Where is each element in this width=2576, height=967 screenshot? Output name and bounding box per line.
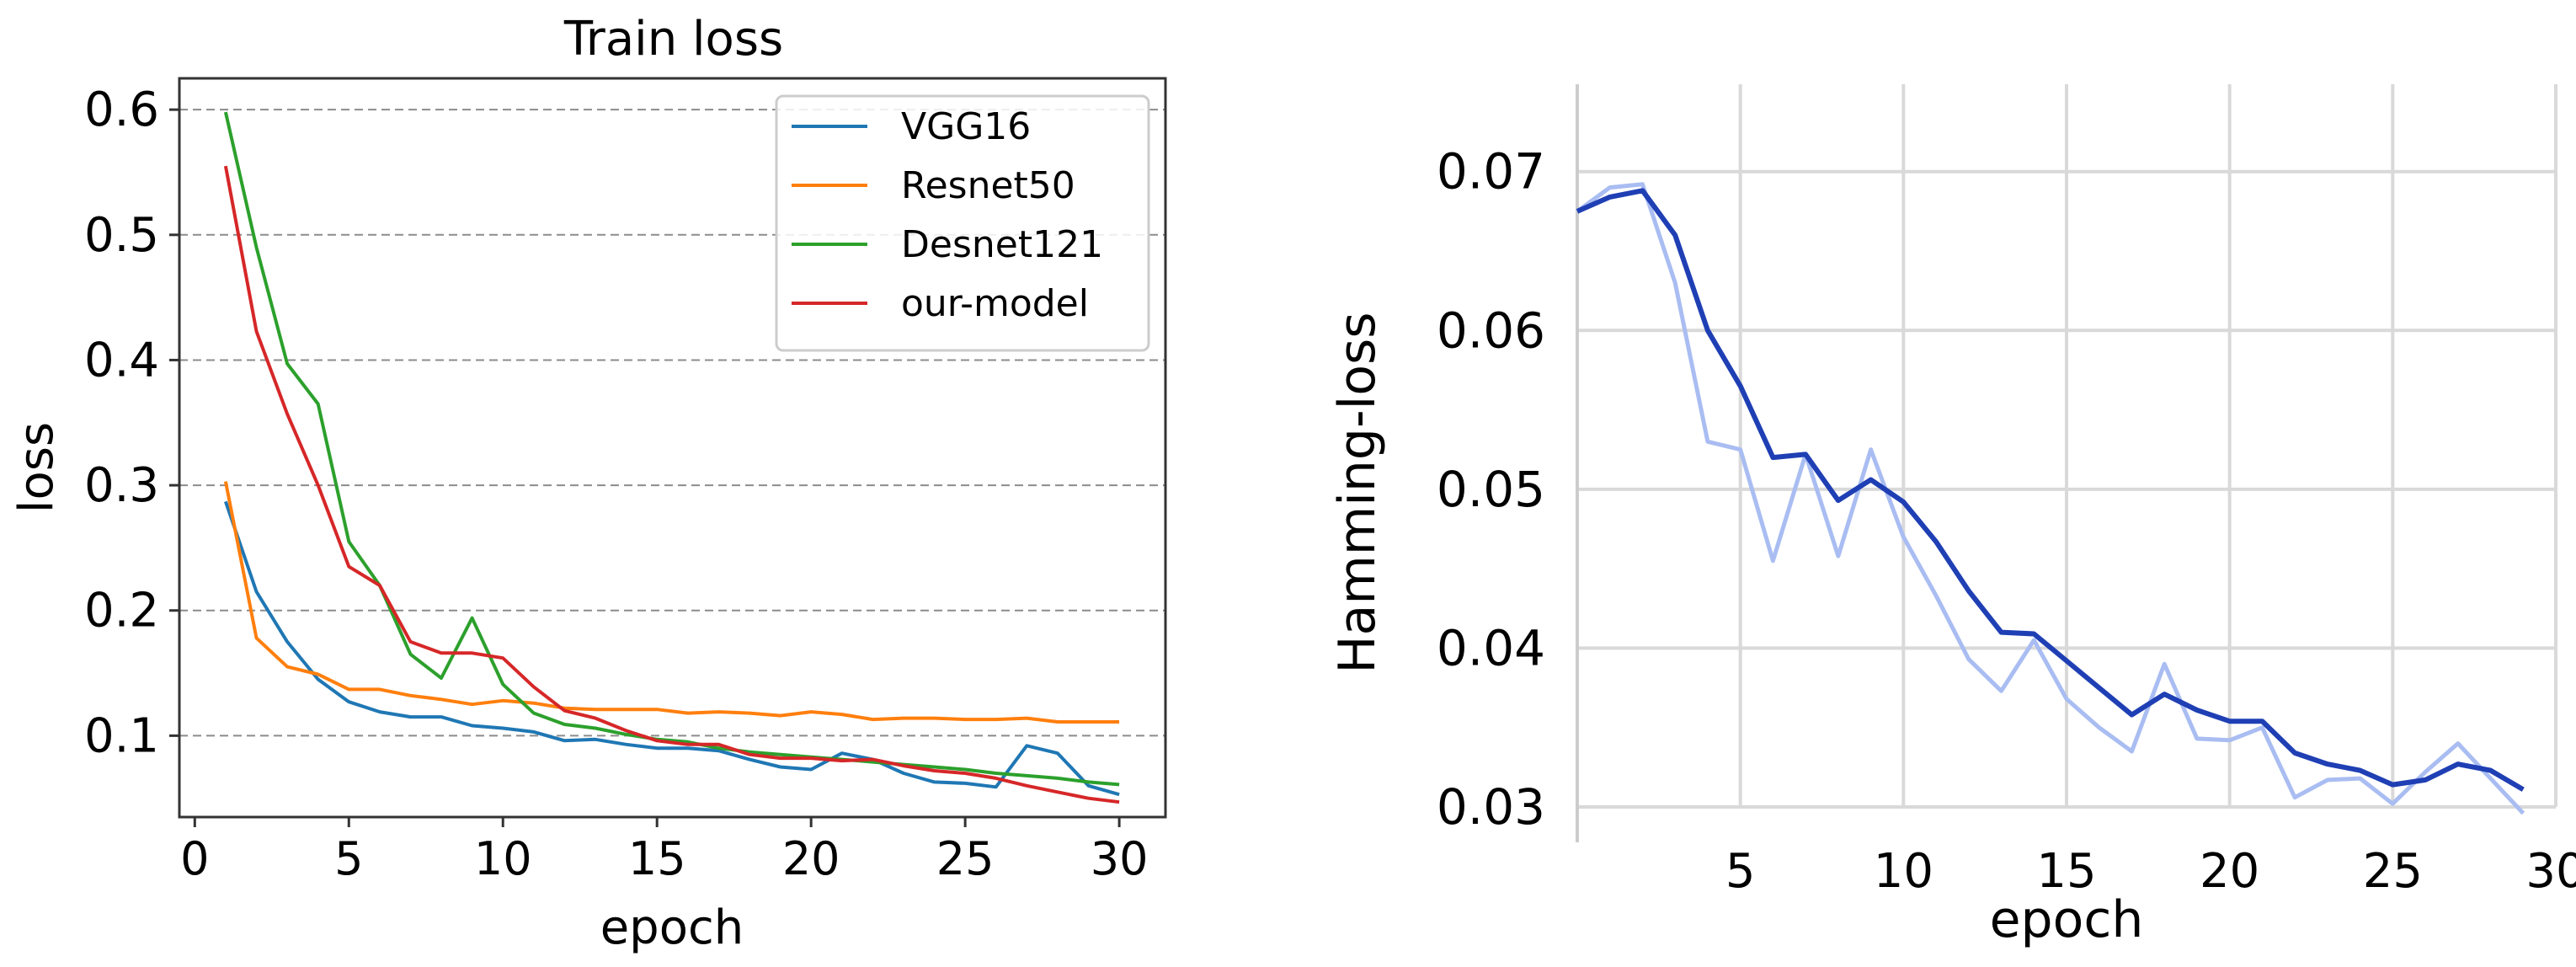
legend-label-desnet121: Desnet121 — [901, 223, 1103, 266]
x-tick-label-0: 0 — [180, 832, 209, 885]
y-tick-label-1: 0.2 — [84, 584, 159, 638]
train-loss-x-ticks: 0 5 10 15 20 25 30 — [180, 817, 1148, 885]
train-loss-series — [223, 111, 1120, 804]
y-tick-label-4: 0.5 — [84, 208, 159, 263]
train-loss-y-ticks: 0.1 0.2 0.3 0.4 0.5 0.6 — [84, 83, 179, 763]
hamming-loss-x-label: epoch — [1990, 890, 2144, 949]
train-loss-grid — [179, 109, 1165, 737]
hamming-loss-y-label: Hamming-loss — [1328, 312, 1387, 673]
x-tick-label-4: 25 — [2363, 844, 2423, 899]
y-tick-label-3: 0.06 — [1437, 302, 1545, 359]
y-tick-label-2: 0.3 — [84, 458, 159, 513]
series-line-raw — [1576, 182, 2525, 815]
legend-label-vgg16: VGG16 — [901, 105, 1031, 148]
train-loss-legend: VGG16 Resnet50 Desnet121 our-model — [775, 94, 1150, 352]
hamming-loss-chart: 5 10 15 20 25 30 0.03 0.04 0.05 0.06 0.07 epoch H… — [1328, 84, 2576, 949]
legend-label-our-model: our-model — [901, 282, 1089, 325]
x-tick-label-2: 15 — [2036, 844, 2096, 899]
y-tick-label-3: 0.4 — [84, 333, 159, 387]
x-tick-label-2: 10 — [474, 832, 532, 885]
y-tick-label-5: 0.6 — [84, 83, 159, 137]
x-tick-label-1: 5 — [334, 832, 363, 885]
train-loss-chart: 0 5 10 15 20 25 30 0.1 0.2 0.3 0.4 0.5 0.6 Train lo… — [9, 12, 1167, 955]
y-tick-label-0: 0.1 — [84, 708, 159, 763]
hamming-loss-x-ticks: 5 10 15 20 25 30 — [1725, 844, 2576, 899]
y-tick-label-1: 0.04 — [1437, 619, 1545, 676]
series-line-desnet121 — [223, 111, 1120, 787]
x-tick-label-0: 5 — [1725, 844, 1756, 899]
x-tick-label-4: 20 — [782, 832, 840, 885]
y-tick-label-4: 0.07 — [1437, 143, 1545, 200]
y-tick-label-0: 0.03 — [1437, 778, 1545, 836]
train-loss-x-label: epoch — [600, 900, 744, 955]
y-tick-label-2: 0.05 — [1437, 461, 1545, 518]
legend-label-resnet50: Resnet50 — [901, 164, 1075, 207]
hamming-loss-y-ticks: 0.03 0.04 0.05 0.06 0.07 — [1437, 143, 1545, 836]
series-line-our-model — [223, 165, 1120, 804]
x-tick-label-3: 15 — [628, 832, 686, 885]
x-tick-label-3: 20 — [2200, 844, 2259, 899]
x-tick-label-5: 30 — [2525, 844, 2576, 899]
train-loss-y-label: loss — [9, 422, 64, 513]
series-line-vgg16 — [224, 500, 1120, 797]
x-tick-label-1: 10 — [1874, 844, 1933, 899]
x-tick-label-5: 25 — [936, 832, 995, 885]
train-loss-title: Train loss — [563, 12, 783, 67]
x-tick-label-6: 30 — [1091, 832, 1149, 885]
train-loss-plot-frame — [178, 77, 1167, 819]
hamming-loss-grid — [1577, 84, 2557, 809]
hamming-loss-series — [1576, 182, 2525, 815]
legend-box — [775, 94, 1150, 352]
series-line-smoothed — [1576, 188, 2525, 792]
series-line-resnet50 — [223, 481, 1120, 724]
